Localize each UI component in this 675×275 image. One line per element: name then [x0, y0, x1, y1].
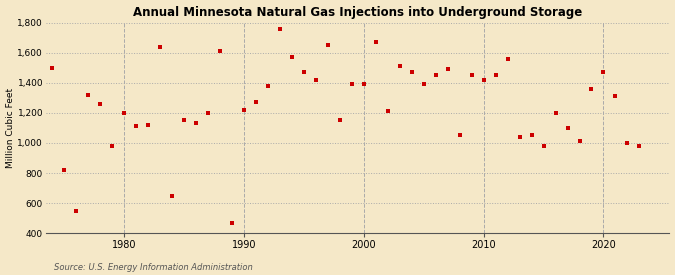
- Point: [82, 93, 93, 97]
- Point: [95, 101, 105, 106]
- Point: [202, 111, 213, 115]
- Point: [538, 144, 549, 148]
- Point: [466, 73, 477, 77]
- Point: [406, 70, 417, 74]
- Point: [178, 118, 189, 123]
- Point: [346, 82, 357, 86]
- Point: [215, 49, 225, 53]
- Point: [358, 82, 369, 86]
- Text: Source: U.S. Energy Information Administration: Source: U.S. Energy Information Administ…: [54, 263, 252, 272]
- Point: [454, 133, 465, 138]
- Point: [142, 123, 153, 127]
- Point: [226, 221, 237, 225]
- Point: [586, 87, 597, 91]
- Point: [634, 144, 645, 148]
- Point: [59, 168, 70, 172]
- Point: [118, 111, 129, 115]
- Point: [514, 135, 525, 139]
- Point: [394, 64, 405, 68]
- Point: [334, 118, 345, 123]
- Point: [574, 139, 585, 144]
- Point: [130, 124, 141, 129]
- Point: [70, 208, 81, 213]
- Point: [322, 43, 333, 47]
- Point: [250, 100, 261, 104]
- Point: [286, 55, 297, 59]
- Point: [478, 78, 489, 82]
- Point: [238, 108, 249, 112]
- Point: [526, 133, 537, 138]
- Point: [430, 73, 441, 77]
- Title: Annual Minnesota Natural Gas Injections into Underground Storage: Annual Minnesota Natural Gas Injections …: [133, 6, 583, 18]
- Point: [418, 82, 429, 86]
- Point: [382, 109, 393, 114]
- Point: [550, 111, 561, 115]
- Point: [190, 121, 201, 126]
- Point: [310, 78, 321, 82]
- Y-axis label: Million Cubic Feet: Million Cubic Feet: [5, 88, 15, 168]
- Point: [622, 141, 633, 145]
- Point: [598, 70, 609, 74]
- Point: [502, 56, 513, 61]
- Point: [610, 94, 621, 98]
- Point: [490, 73, 501, 77]
- Point: [371, 40, 381, 44]
- Point: [442, 67, 453, 72]
- Point: [166, 193, 177, 198]
- Point: [263, 84, 273, 88]
- Point: [47, 65, 57, 70]
- Point: [155, 44, 165, 49]
- Point: [298, 70, 309, 74]
- Point: [274, 26, 285, 31]
- Point: [562, 126, 573, 130]
- Point: [107, 144, 117, 148]
